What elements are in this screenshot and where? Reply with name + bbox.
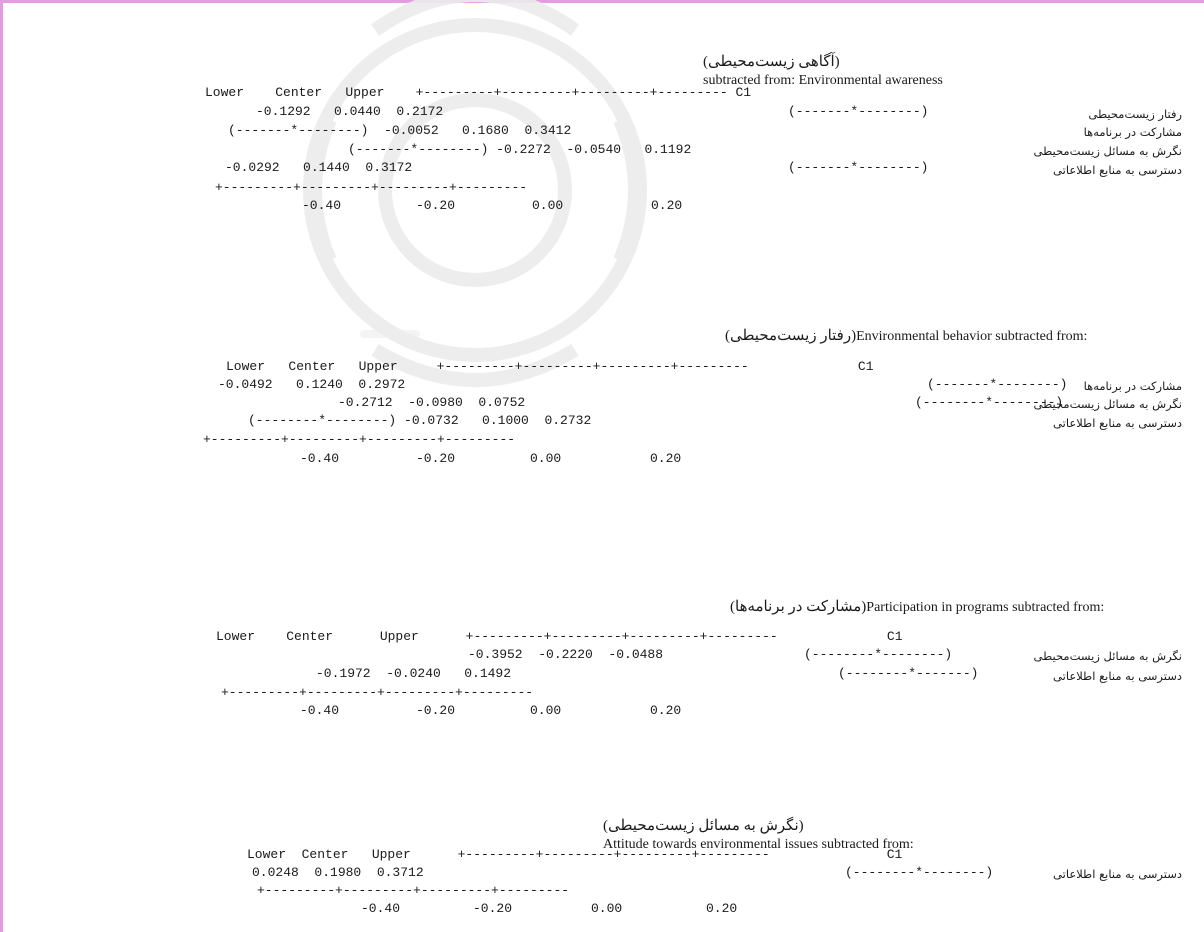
row-values: -0.1292 0.0440 0.2172	[256, 104, 444, 119]
page-border-left	[0, 0, 3, 932]
axis-tick: -0.20	[416, 703, 456, 718]
axis-tick: 0.00	[530, 451, 562, 466]
ci-interval: (--------*-------)	[838, 666, 979, 681]
section-title-fa: (مشارکت در برنامه‌ها)	[730, 599, 867, 615]
section-title-en: Environmental behavior subtracted from:	[856, 329, 1088, 344]
row-values: -0.3952 -0.2220 -0.0488	[468, 647, 664, 662]
section-title: (مشارکت در برنامه‌ها)Participation in pr…	[723, 580, 1104, 617]
axis-line: +---------+---------+---------+---------	[215, 180, 528, 195]
ci-interval: (-------*--------)	[927, 377, 1068, 392]
row-label: دسترسی به منابع اطلاعاتی	[1053, 416, 1182, 430]
row-values: (-------*--------) -0.2272 -0.0540 0.119…	[348, 142, 692, 157]
row-label: دسترسی به منابع اطلاعاتی	[1053, 867, 1182, 881]
section-title-fa: (رفتار زیست‌محیطی)	[725, 328, 857, 344]
ci-interval: (-------*--------)	[788, 104, 929, 119]
row-label: رفتار زیست‌محیطی	[1088, 107, 1182, 121]
axis-tick: 0.20	[650, 451, 682, 466]
section-title-en: Participation in programs subtracted fro…	[866, 600, 1105, 615]
row-label: مشارکت در برنامه‌ها	[1083, 379, 1182, 393]
axis-line: +---------+---------+---------+---------	[257, 883, 570, 898]
row-label: نگرش به مسائل زیست‌محیطی	[1033, 144, 1182, 158]
row-values: -0.0492 0.1240 0.2972	[218, 377, 406, 392]
row-values: -0.2712 -0.0980 0.0752	[338, 395, 526, 410]
watermark-text	[360, 330, 420, 338]
section-title: (آگاهی زیست‌محیطی) subtracted from: Envi…	[696, 35, 943, 90]
page-border-top	[0, 0, 1204, 3]
row-label: نگرش به مسائل زیست‌محیطی	[1033, 397, 1182, 411]
row-values: -0.1972 -0.0240 0.1492	[316, 666, 512, 681]
ci-interval: (-------*--------)	[788, 160, 929, 175]
axis-tick: -0.40	[302, 198, 342, 213]
axis-tick: -0.40	[361, 901, 401, 916]
row-label: مشارکت در برنامه‌ها	[1083, 125, 1182, 139]
ci-interval: (--------*--------)	[845, 865, 994, 880]
table-header: Lower Center Upper +---------+---------+…	[226, 359, 874, 374]
section-title-fa: (آگاهی زیست‌محیطی)	[703, 54, 840, 70]
axis-tick: -0.40	[300, 451, 340, 466]
table-header: Lower Center Upper +---------+---------+…	[205, 85, 752, 100]
axis-tick: 0.20	[651, 198, 683, 213]
axis-tick: 0.20	[650, 703, 682, 718]
axis-tick: -0.40	[300, 703, 340, 718]
axis-line: +---------+---------+---------+---------	[221, 685, 534, 700]
axis-line: +---------+---------+---------+---------	[203, 432, 516, 447]
section-title-fa: (نگرش به مسائل زیست‌محیطی)	[603, 818, 804, 834]
row-label: نگرش به مسائل زیست‌محیطی	[1033, 649, 1182, 663]
axis-tick: 0.00	[530, 703, 562, 718]
row-values: 0.0248 0.1980 0.3712	[252, 865, 424, 880]
table-header: Lower Center Upper +---------+---------+…	[216, 629, 903, 644]
row-values: (--------*--------) -0.0732 0.1000 0.273…	[248, 413, 592, 428]
ci-interval: (--------*--------)	[804, 647, 953, 662]
axis-tick: -0.20	[416, 451, 456, 466]
row-values: -0.0292 0.1440 0.3172	[225, 160, 413, 175]
axis-tick: -0.20	[416, 198, 456, 213]
table-header: Lower Center Upper +---------+---------+…	[247, 847, 903, 862]
row-label: دسترسی به منابع اطلاعاتی	[1053, 163, 1182, 177]
axis-tick: 0.00	[591, 901, 623, 916]
axis-tick: 0.20	[706, 901, 738, 916]
section-title: (رفتار زیست‌محیطی)Environmental behavior…	[718, 309, 1087, 346]
axis-tick: -0.20	[473, 901, 513, 916]
ci-interval: (--------*--------)	[915, 395, 1064, 410]
row-label: دسترسی به منابع اطلاعاتی	[1053, 669, 1182, 683]
section-title-en: Attitude towards environmental issues su…	[603, 837, 914, 852]
section-title: (نگرش به مسائل زیست‌محیطی) Attitude towa…	[596, 799, 914, 854]
section-title-en: subtracted from: Environmental awareness	[703, 73, 943, 88]
axis-tick: 0.00	[532, 198, 564, 213]
row-values: (-------*--------) -0.0052 0.1680 0.3412	[228, 123, 572, 138]
